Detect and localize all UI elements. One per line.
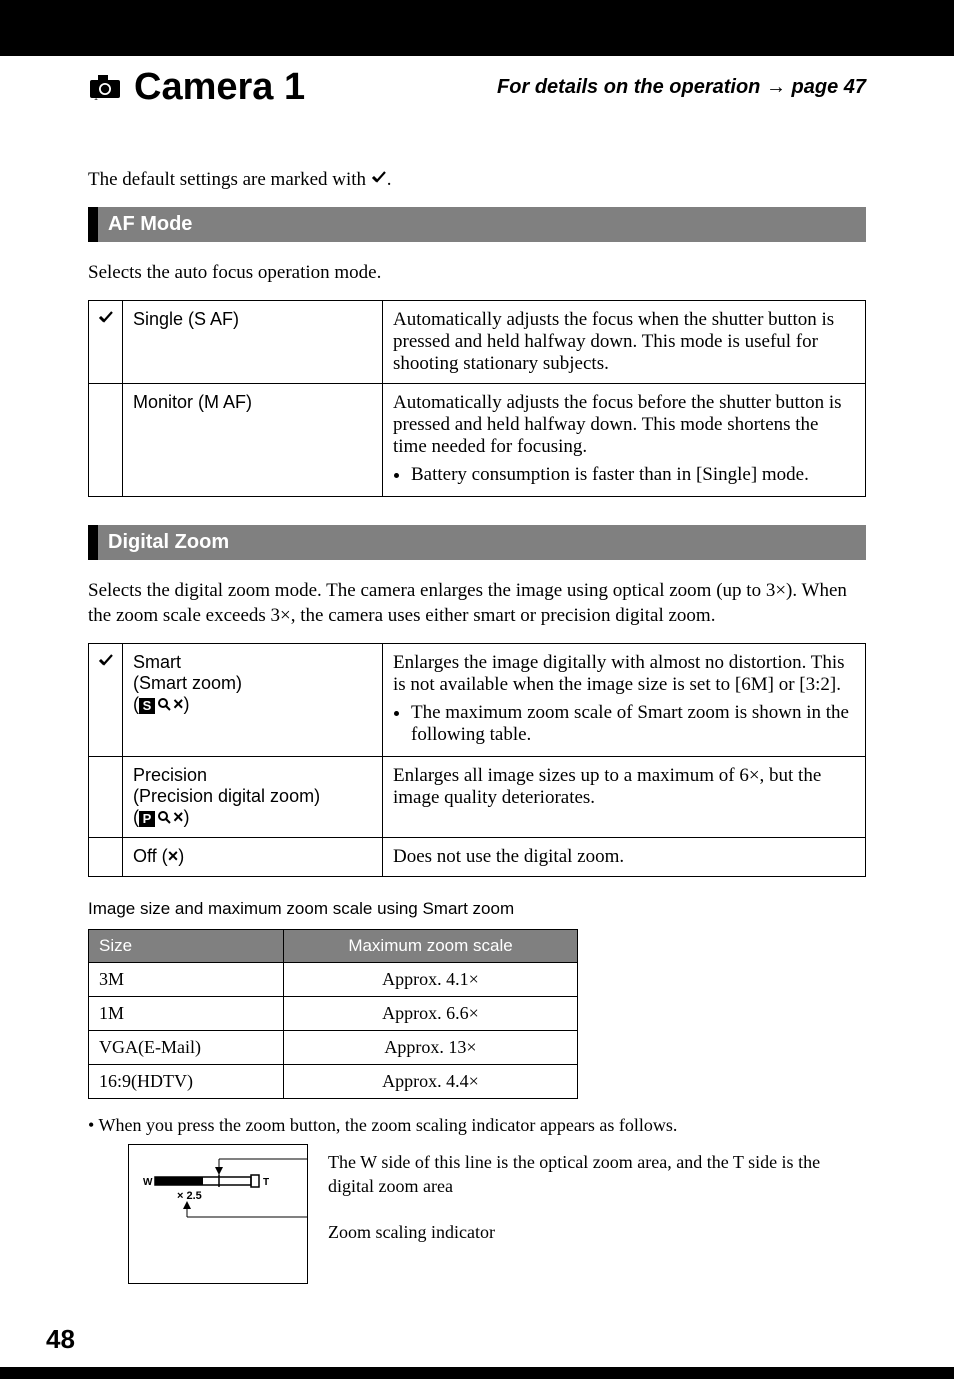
- label-line1: Precision: [133, 765, 207, 785]
- cell-size: 1M: [89, 996, 284, 1030]
- table-row: 3M Approx. 4.1×: [89, 962, 578, 996]
- option-desc: Automatically adjusts the focus before t…: [383, 383, 866, 496]
- table-row: 1M Approx. 6.6×: [89, 996, 578, 1030]
- cell-scale: Approx. 4.1×: [284, 962, 578, 996]
- x-icon: ×: [168, 846, 179, 866]
- cell-scale: Approx. 6.6×: [284, 996, 578, 1030]
- page-title: Camera 1: [134, 66, 305, 109]
- x-icon: ×: [173, 694, 184, 714]
- header-right: For details on the operation → page 47: [497, 76, 866, 99]
- section-heading-af-mode: AF Mode: [88, 207, 866, 242]
- default-mark-cell: [89, 383, 123, 496]
- x-icon: ×: [173, 807, 184, 827]
- table-header-row: Size Maximum zoom scale: [89, 929, 578, 962]
- default-mark-cell: [89, 300, 123, 383]
- bullet-item: The maximum zoom scale of Smart zoom is …: [411, 702, 855, 746]
- zoom-indicator-svg: W T × 2.5: [129, 1145, 309, 1285]
- label-off-prefix: Off (: [133, 846, 168, 866]
- table-row: Precision (Precision digital zoom) (P×) …: [89, 756, 866, 837]
- zoom-indicator-box: W T × 2.5: [128, 1144, 308, 1284]
- label-line2: (Precision digital zoom): [133, 786, 320, 806]
- cell-size: 3M: [89, 962, 284, 996]
- top-black-bar: [0, 0, 954, 56]
- table-row: Monitor (M AF) Automatically adjusts the…: [89, 383, 866, 496]
- option-label: Off (×): [123, 837, 383, 876]
- magnifier-icon: [157, 808, 171, 829]
- table-row: Single (S AF) Automatically adjusts the …: [89, 300, 866, 383]
- label-line1: Smart: [133, 652, 181, 672]
- option-label: Precision (Precision digital zoom) (P×): [123, 756, 383, 837]
- af-mode-table: Single (S AF) Automatically adjusts the …: [88, 300, 866, 497]
- page-header: 1 Camera 1 For details on the operation …: [0, 56, 954, 109]
- table-row: Off (×) Does not use the digital zoom.: [89, 837, 866, 876]
- zoom-label-optical: The W side of this line is the optical z…: [328, 1150, 866, 1199]
- label-line2: (Smart zoom): [133, 673, 242, 693]
- svg-text:W: W: [143, 1177, 153, 1188]
- cell-size: 16:9(HDTV): [89, 1064, 284, 1098]
- default-mark-cell: [89, 756, 123, 837]
- default-mark-cell: [89, 837, 123, 876]
- option-label: Single (S AF): [123, 300, 383, 383]
- svg-text:1: 1: [94, 95, 98, 101]
- camera-icon: 1: [88, 73, 122, 106]
- option-label: Smart (Smart zoom) (S×): [123, 643, 383, 756]
- table-row: Smart (Smart zoom) (S×) Enlarges the ima…: [89, 643, 866, 756]
- default-mark-cell: [89, 643, 123, 756]
- page-number: 48: [0, 1324, 954, 1367]
- table-row: 16:9(HDTV) Approx. 4.4×: [89, 1064, 578, 1098]
- option-label: Monitor (M AF): [123, 383, 383, 496]
- option-desc: Enlarges all image sizes up to a maximum…: [383, 756, 866, 837]
- digital-zoom-table: Smart (Smart zoom) (S×) Enlarges the ima…: [88, 643, 866, 877]
- af-mode-desc: Selects the auto focus operation mode.: [88, 260, 866, 286]
- magnifier-icon: [157, 695, 171, 716]
- zoom-table-caption: Image size and maximum zoom scale using …: [88, 899, 866, 919]
- intro-prefix: The default settings are marked with: [88, 169, 371, 190]
- digital-zoom-desc: Selects the digital zoom mode. The camer…: [88, 578, 866, 629]
- label-off-suffix: ): [178, 846, 184, 866]
- zoom-scale-table: Size Maximum zoom scale 3M Approx. 4.1× …: [88, 929, 578, 1099]
- option-desc: Automatically adjusts the focus when the…: [383, 300, 866, 383]
- section-heading-digital-zoom: Digital Zoom: [88, 525, 866, 560]
- option-desc: Enlarges the image digitally with almost…: [383, 643, 866, 756]
- zoom-diagram: W T × 2.5 The W side of th: [128, 1144, 866, 1284]
- bullet-item: Battery consumption is faster than in [S…: [411, 464, 855, 486]
- title-block: 1 Camera 1: [88, 66, 305, 109]
- content: The default settings are marked with . A…: [0, 169, 954, 1324]
- zoom-note: • When you press the zoom button, the zo…: [88, 1115, 866, 1136]
- cell-size: VGA(E-Mail): [89, 1030, 284, 1064]
- intro-suffix: .: [387, 169, 392, 190]
- zoom-diagram-labels: The W side of this line is the optical z…: [328, 1144, 866, 1245]
- table-row: VGA(E-Mail) Approx. 13×: [89, 1030, 578, 1064]
- check-icon: [98, 309, 114, 325]
- cell-scale: Approx. 13×: [284, 1030, 578, 1064]
- col-scale: Maximum zoom scale: [284, 929, 578, 962]
- option-desc-text: Automatically adjusts the focus before t…: [393, 392, 842, 457]
- cell-scale: Approx. 4.4×: [284, 1064, 578, 1098]
- smart-zoom-icon: S: [139, 698, 155, 714]
- option-bullets: Battery consumption is faster than in [S…: [393, 464, 855, 486]
- intro-text: The default settings are marked with .: [88, 169, 866, 191]
- zoom-scale-text: × 2.5: [177, 1190, 202, 1202]
- check-icon: [371, 169, 387, 185]
- check-icon: [98, 652, 114, 668]
- zoom-label-indicator: Zoom scaling indicator: [328, 1220, 866, 1244]
- option-desc: Does not use the digital zoom.: [383, 837, 866, 876]
- precision-zoom-icon: P: [139, 811, 155, 827]
- footer-black-bar: [0, 1367, 954, 1379]
- svg-text:T: T: [263, 1177, 269, 1188]
- col-size: Size: [89, 929, 284, 962]
- option-bullets: The maximum zoom scale of Smart zoom is …: [393, 702, 855, 746]
- option-desc-text: Enlarges the image digitally with almost…: [393, 652, 845, 695]
